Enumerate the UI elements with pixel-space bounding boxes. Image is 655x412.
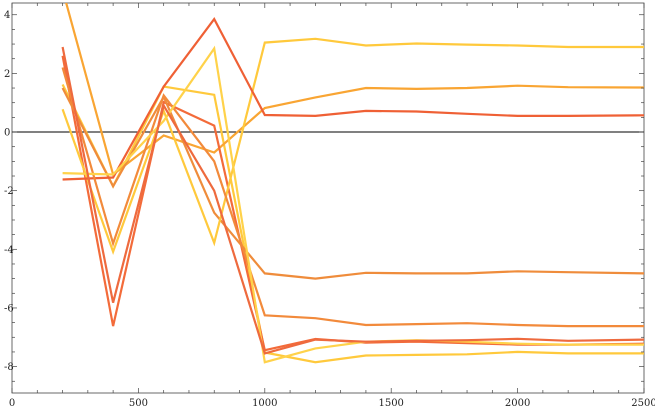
series-line-1 [61, 84, 644, 364]
plot-frame [11, 2, 645, 394]
x-tick-label: 1000 [252, 398, 277, 409]
plot-area [11, 2, 645, 394]
y-tick-label: -6 [4, 303, 14, 314]
series-line-4 [61, 87, 644, 280]
y-tick-label: 2 [4, 69, 10, 80]
series-line-8 [62, 45, 644, 364]
x-tick-label: 0 [9, 398, 15, 409]
y-tick-label: -4 [4, 245, 14, 256]
axes-layer: 0 500 1000 1500 2000 2500 -8 -6 -4 -2 0 2 4 [4, 3, 655, 409]
y-tick-label: 4 [4, 10, 10, 21]
x-tick-label: 1500 [378, 398, 403, 409]
x-tick-label: 2500 [631, 398, 655, 409]
x-tick-label: 2000 [505, 398, 530, 409]
series-line-9 [61, 46, 644, 355]
y-tick-label: -2 [4, 186, 14, 197]
series-layer [61, 3, 644, 364]
x-tick-label: 500 [129, 398, 148, 409]
y-tick-label: -8 [4, 362, 14, 373]
series-line-6 [62, 17, 644, 181]
y-tick-label: 0 [4, 128, 10, 139]
series-line-3 [61, 55, 644, 352]
series-line-7 [61, 67, 644, 328]
